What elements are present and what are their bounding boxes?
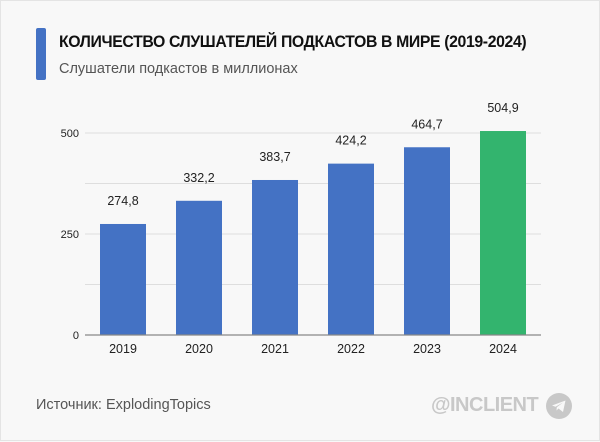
bar-2024 bbox=[480, 131, 526, 335]
brand-watermark: @INCLIENT bbox=[431, 394, 539, 416]
x-tick-label: 2024 bbox=[489, 342, 517, 356]
data-label: 383,7 bbox=[259, 150, 290, 164]
chart-title: КОЛИЧЕСТВО СЛУШАТЕЛЕЙ ПОДКАСТОВ В МИРЕ (… bbox=[59, 32, 527, 51]
y-tick-label: 0 bbox=[73, 330, 79, 342]
x-tick-label: 2021 bbox=[261, 342, 289, 356]
y-tick-label: 500 bbox=[61, 128, 79, 140]
bar-2023 bbox=[404, 147, 450, 335]
title-accent-bar bbox=[36, 28, 46, 80]
source-note: Источник: ExplodingTopics bbox=[36, 397, 211, 413]
data-label: 332,2 bbox=[183, 171, 214, 185]
bar-2021 bbox=[252, 179, 298, 335]
data-label: 424,2 bbox=[335, 134, 366, 148]
x-tick-label: 2020 bbox=[185, 342, 213, 356]
telegram-icon bbox=[546, 393, 572, 419]
y-tick-label: 250 bbox=[61, 229, 79, 241]
x-tick-label: 2023 bbox=[413, 342, 441, 356]
bar-2019 bbox=[100, 223, 146, 335]
data-label: 274,8 bbox=[107, 194, 138, 208]
data-label: 504,9 bbox=[487, 101, 518, 115]
bar-2020 bbox=[176, 200, 222, 335]
data-label: 464,7 bbox=[411, 117, 442, 131]
chart-subtitle: Слушатели подкастов в миллионах bbox=[59, 61, 298, 77]
bar-2022 bbox=[328, 163, 374, 335]
x-tick-label: 2022 bbox=[337, 342, 365, 356]
x-tick-label: 2019 bbox=[109, 342, 137, 356]
